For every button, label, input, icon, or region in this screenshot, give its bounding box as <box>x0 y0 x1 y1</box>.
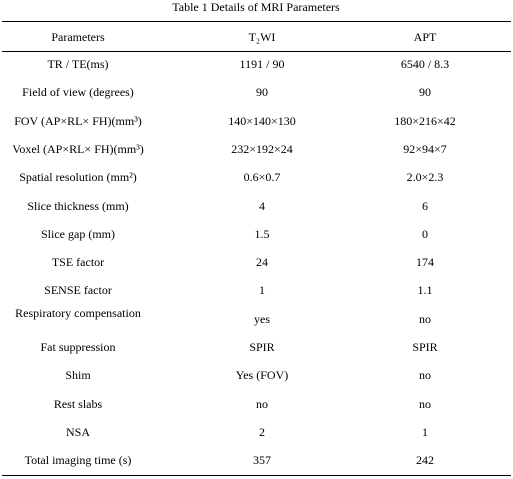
cell: 0 <box>422 226 428 241</box>
row-label: Respiratory compensation <box>15 305 141 320</box>
cell: no <box>419 311 431 326</box>
cell: 180×216×42 <box>394 113 456 128</box>
bottom-rule <box>2 475 511 476</box>
header-cell: Parameters <box>51 30 105 44</box>
cell: 1 <box>422 424 428 439</box>
cell: no <box>256 396 268 411</box>
cell: 4 <box>259 198 265 213</box>
cell: 24 <box>256 255 268 270</box>
header-cell: T₂WI <box>248 30 276 44</box>
cell: 2.0×2.3 <box>406 170 444 185</box>
cell: no <box>419 368 431 383</box>
cell: SPIR <box>249 340 275 354</box>
row-label: FOV (AP×RL× FH)(mm³) <box>14 113 142 128</box>
cell: 0.6×0.7 <box>243 170 281 185</box>
cell: 6540 / 8.3 <box>400 57 450 71</box>
cell: 1.1 <box>417 283 433 298</box>
cell: no <box>419 396 431 411</box>
row-label: Fat suppression <box>40 340 116 354</box>
row-label: SENSE factor <box>44 283 112 298</box>
header-rule <box>2 51 511 52</box>
header-cell: APT <box>413 30 437 44</box>
cell: 92×94×7 <box>403 141 447 156</box>
row-label: TSE factor <box>51 255 105 270</box>
cell: 2 <box>259 424 265 439</box>
top-rule <box>2 21 511 22</box>
row-label: NSA <box>65 424 91 439</box>
cell: 90 <box>256 85 268 100</box>
row-label: Voxel (AP×RL× FH)(mm³) <box>12 141 144 156</box>
cell: SPIR <box>412 340 438 354</box>
row-label: Slice gap (mm) <box>41 226 115 241</box>
cell: yes <box>254 311 270 326</box>
row-label: Field of view (degrees) <box>22 85 134 100</box>
row-label: Spatial resolution (mm²) <box>19 170 137 185</box>
row-label: Shim <box>65 368 91 383</box>
cell: 174 <box>416 255 434 270</box>
cell: 1 <box>259 283 265 298</box>
cell: 90 <box>419 85 431 100</box>
cell: 140×140×130 <box>228 113 296 128</box>
cell: 1.5 <box>254 226 270 241</box>
row-label: TR / TE(ms) <box>47 57 109 71</box>
cell: 242 <box>416 453 434 468</box>
cell: Yes (FOV) <box>235 368 289 383</box>
row-label: Rest slabs <box>53 396 103 411</box>
table-title: Table 1 Details of MRI Parameters <box>172 0 340 14</box>
row-label: Total imaging time (s) <box>24 453 132 468</box>
cell: 1191 / 90 <box>239 57 285 71</box>
cell: 6 <box>422 198 428 213</box>
cell: 357 <box>253 453 271 468</box>
row-label: Slice thickness (mm) <box>27 198 129 213</box>
cell: 232×192×24 <box>231 141 293 156</box>
